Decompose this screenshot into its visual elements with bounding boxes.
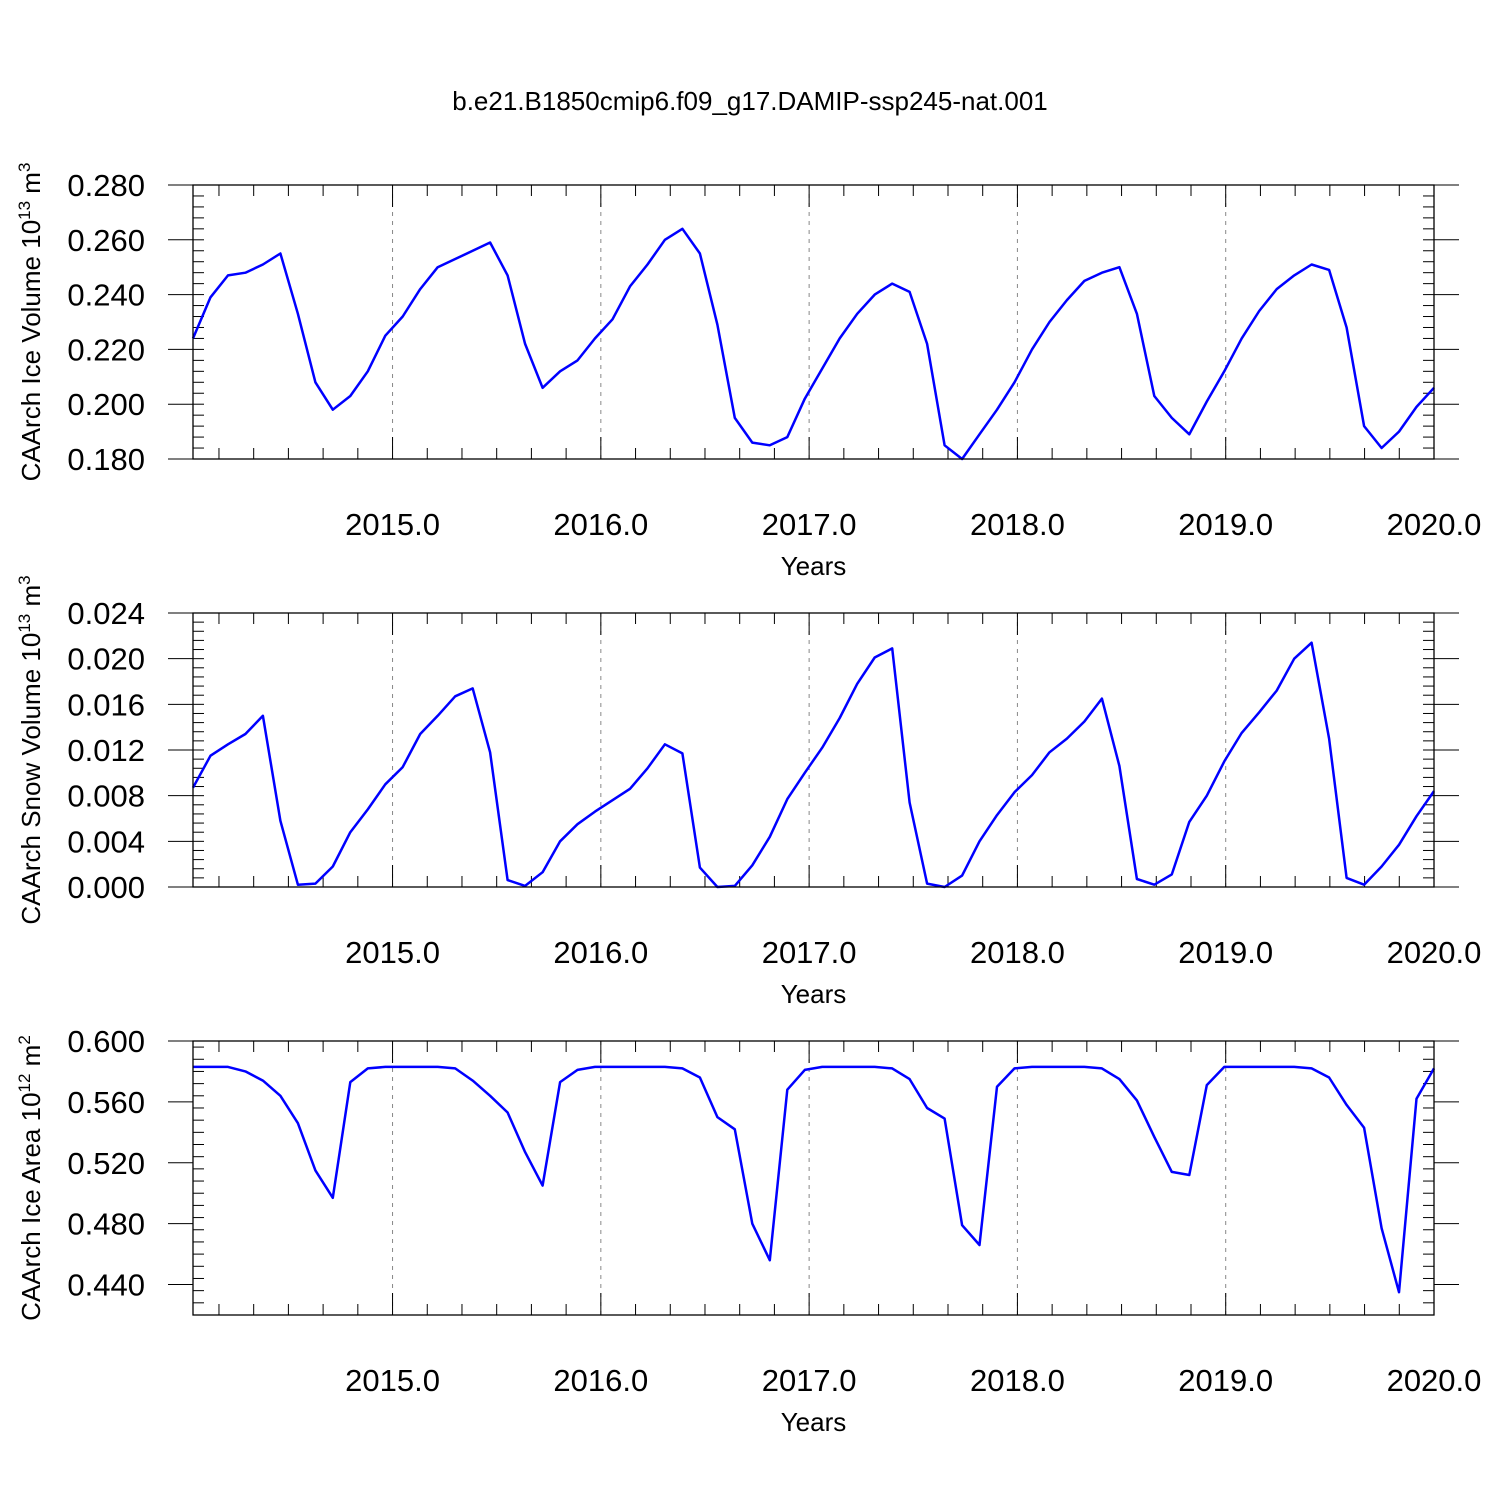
x-tick-label: 2020.0 <box>1387 1363 1482 1398</box>
x-tick-label: 2015.0 <box>345 935 440 970</box>
y-tick-label: 0.560 <box>67 1085 145 1120</box>
y-tick-label: 0.480 <box>67 1207 145 1242</box>
x-tick-label: 2019.0 <box>1178 935 1273 970</box>
x-tick-label: 2016.0 <box>553 935 648 970</box>
y-tick-label: 0.280 <box>67 168 145 203</box>
x-axis-label: Years <box>781 1407 847 1437</box>
y-tick-label: 0.008 <box>67 779 145 814</box>
plot-frame <box>192 184 1435 460</box>
x-tick-label: 2017.0 <box>762 507 857 542</box>
plot-frame <box>192 612 1435 888</box>
x-tick-label: 2018.0 <box>970 507 1065 542</box>
y-tick-label: 0.020 <box>67 642 145 677</box>
x-tick-label: 2016.0 <box>553 507 648 542</box>
y-tick-label: 0.260 <box>67 223 145 258</box>
y-tick-label: 0.220 <box>67 332 145 367</box>
y-tick-label: 0.024 <box>67 596 145 631</box>
y-tick-label: 0.004 <box>67 824 145 859</box>
x-tick-label: 2020.0 <box>1387 507 1482 542</box>
y-axis-label: CAArch Ice Volume 1013 m3 <box>15 163 46 482</box>
x-tick-label: 2017.0 <box>762 1363 857 1398</box>
y-axis-label: CAArch Ice Area 1012 m2 <box>15 1035 46 1321</box>
plot-frame <box>192 1040 1435 1316</box>
x-tick-label: 2018.0 <box>970 935 1065 970</box>
chart-panel-2: 0.000 0.004 0.008 0.012 0.016 0.020 0.024 2015.… <box>15 575 1481 1009</box>
y-axis-label: CAArch Snow Volume 1013 m3 <box>15 575 46 924</box>
chart-panel-3: 0.440 0.480 0.520 0.560 0.600 2015.0 2016.0 201… <box>15 1024 1481 1437</box>
series-line <box>191 641 1436 889</box>
x-tick-label: 2018.0 <box>970 1363 1065 1398</box>
y-tick-label: 0.000 <box>67 870 145 905</box>
y-tick-label: 0.012 <box>67 733 145 768</box>
y-tick-label: 0.016 <box>67 687 145 722</box>
x-tick-label: 2016.0 <box>553 1363 648 1398</box>
y-tick-label: 0.600 <box>67 1024 145 1059</box>
y-tick-label: 0.200 <box>67 387 145 422</box>
x-axis-label: Years <box>781 979 847 1009</box>
x-tick-label: 2017.0 <box>762 935 857 970</box>
y-tick-label: 0.440 <box>67 1268 145 1303</box>
series-line <box>191 227 1435 461</box>
figure-title: b.e21.B1850cmip6.f09_g17.DAMIP-ssp245-na… <box>452 86 1048 116</box>
x-tick-label: 2019.0 <box>1178 1363 1273 1398</box>
y-tick-label: 0.180 <box>67 442 145 477</box>
chart-panel-1: 0.180 0.200 0.220 0.240 0.260 0.280 2015.0 2016… <box>15 163 1481 581</box>
y-tick-label: 0.520 <box>67 1146 145 1181</box>
x-tick-label: 2020.0 <box>1387 935 1482 970</box>
y-tick-label: 0.240 <box>67 278 145 313</box>
x-tick-label: 2019.0 <box>1178 507 1273 542</box>
x-tick-label: 2015.0 <box>345 1363 440 1398</box>
series-line <box>193 1065 1436 1294</box>
x-tick-label: 2015.0 <box>345 507 440 542</box>
x-axis-label: Years <box>781 551 847 581</box>
